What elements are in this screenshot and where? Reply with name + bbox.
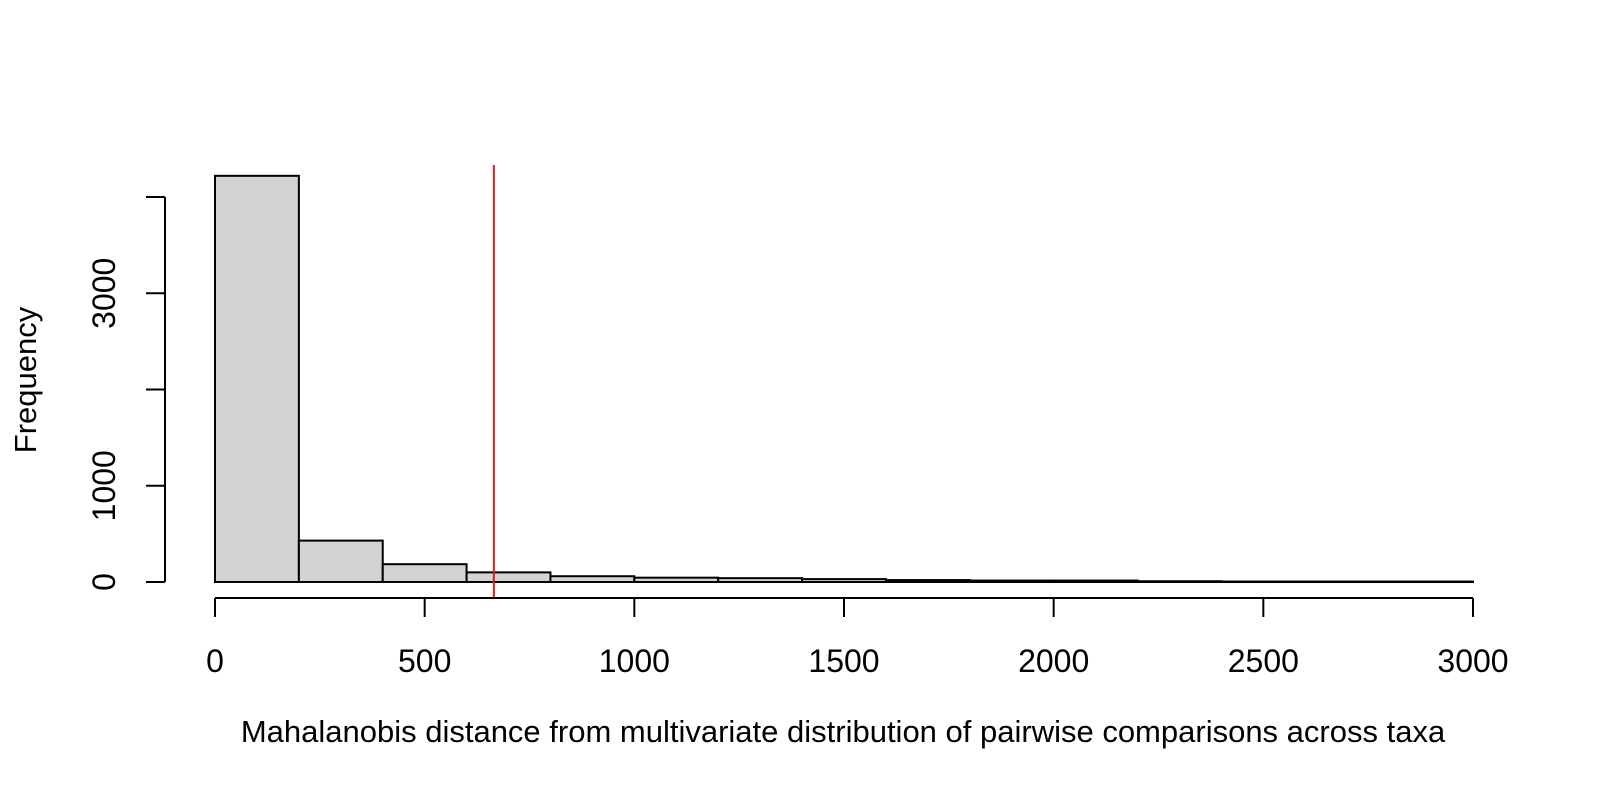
y-tick-label: 1000 [86, 450, 122, 521]
x-axis-title: Mahalanobis distance from multivariate d… [241, 714, 1446, 749]
x-tick-label: 0 [206, 643, 224, 679]
histogram-bar [214, 174, 300, 583]
histogram-bar [1136, 580, 1223, 583]
y-axis: 0 1000 3000 [86, 196, 166, 591]
histogram-bar [381, 563, 468, 583]
histogram-bar [465, 571, 552, 583]
histogram-bar [633, 576, 720, 584]
x-tick-label: 2000 [1018, 643, 1089, 679]
histogram-bar [1052, 579, 1139, 584]
histogram-bar [968, 579, 1055, 584]
histogram-bar [801, 578, 887, 583]
y-axis-title: Frequency [8, 306, 43, 453]
x-tick-label: 1000 [599, 643, 670, 679]
x-tick-label: 2500 [1228, 643, 1299, 679]
y-tick-label: 3000 [86, 258, 122, 329]
x-tick-label: 1500 [808, 643, 879, 679]
x-tick-label: 500 [398, 643, 451, 679]
y-tick-label: 0 [86, 573, 122, 591]
x-tick-label: 3000 [1437, 643, 1508, 679]
histogram-bar [297, 539, 384, 583]
histogram-bar [1388, 580, 1474, 584]
histogram-bar [1220, 580, 1307, 584]
x-axis: 0 500 1000 1500 2000 2500 3000 [206, 597, 1509, 679]
histogram-bar [1304, 580, 1391, 584]
histogram-bar [717, 577, 804, 584]
histogram-bar [549, 575, 636, 583]
histogram-bars [214, 174, 1474, 584]
histogram-bar [884, 579, 971, 584]
